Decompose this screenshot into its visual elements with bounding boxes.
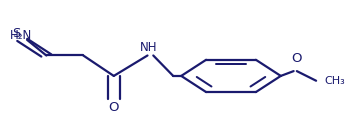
Text: O: O (292, 52, 302, 65)
Text: NH: NH (140, 41, 158, 54)
Text: CH₃: CH₃ (324, 76, 345, 86)
Text: S: S (12, 27, 20, 40)
Text: O: O (109, 101, 119, 114)
Text: H₂N: H₂N (10, 29, 32, 42)
